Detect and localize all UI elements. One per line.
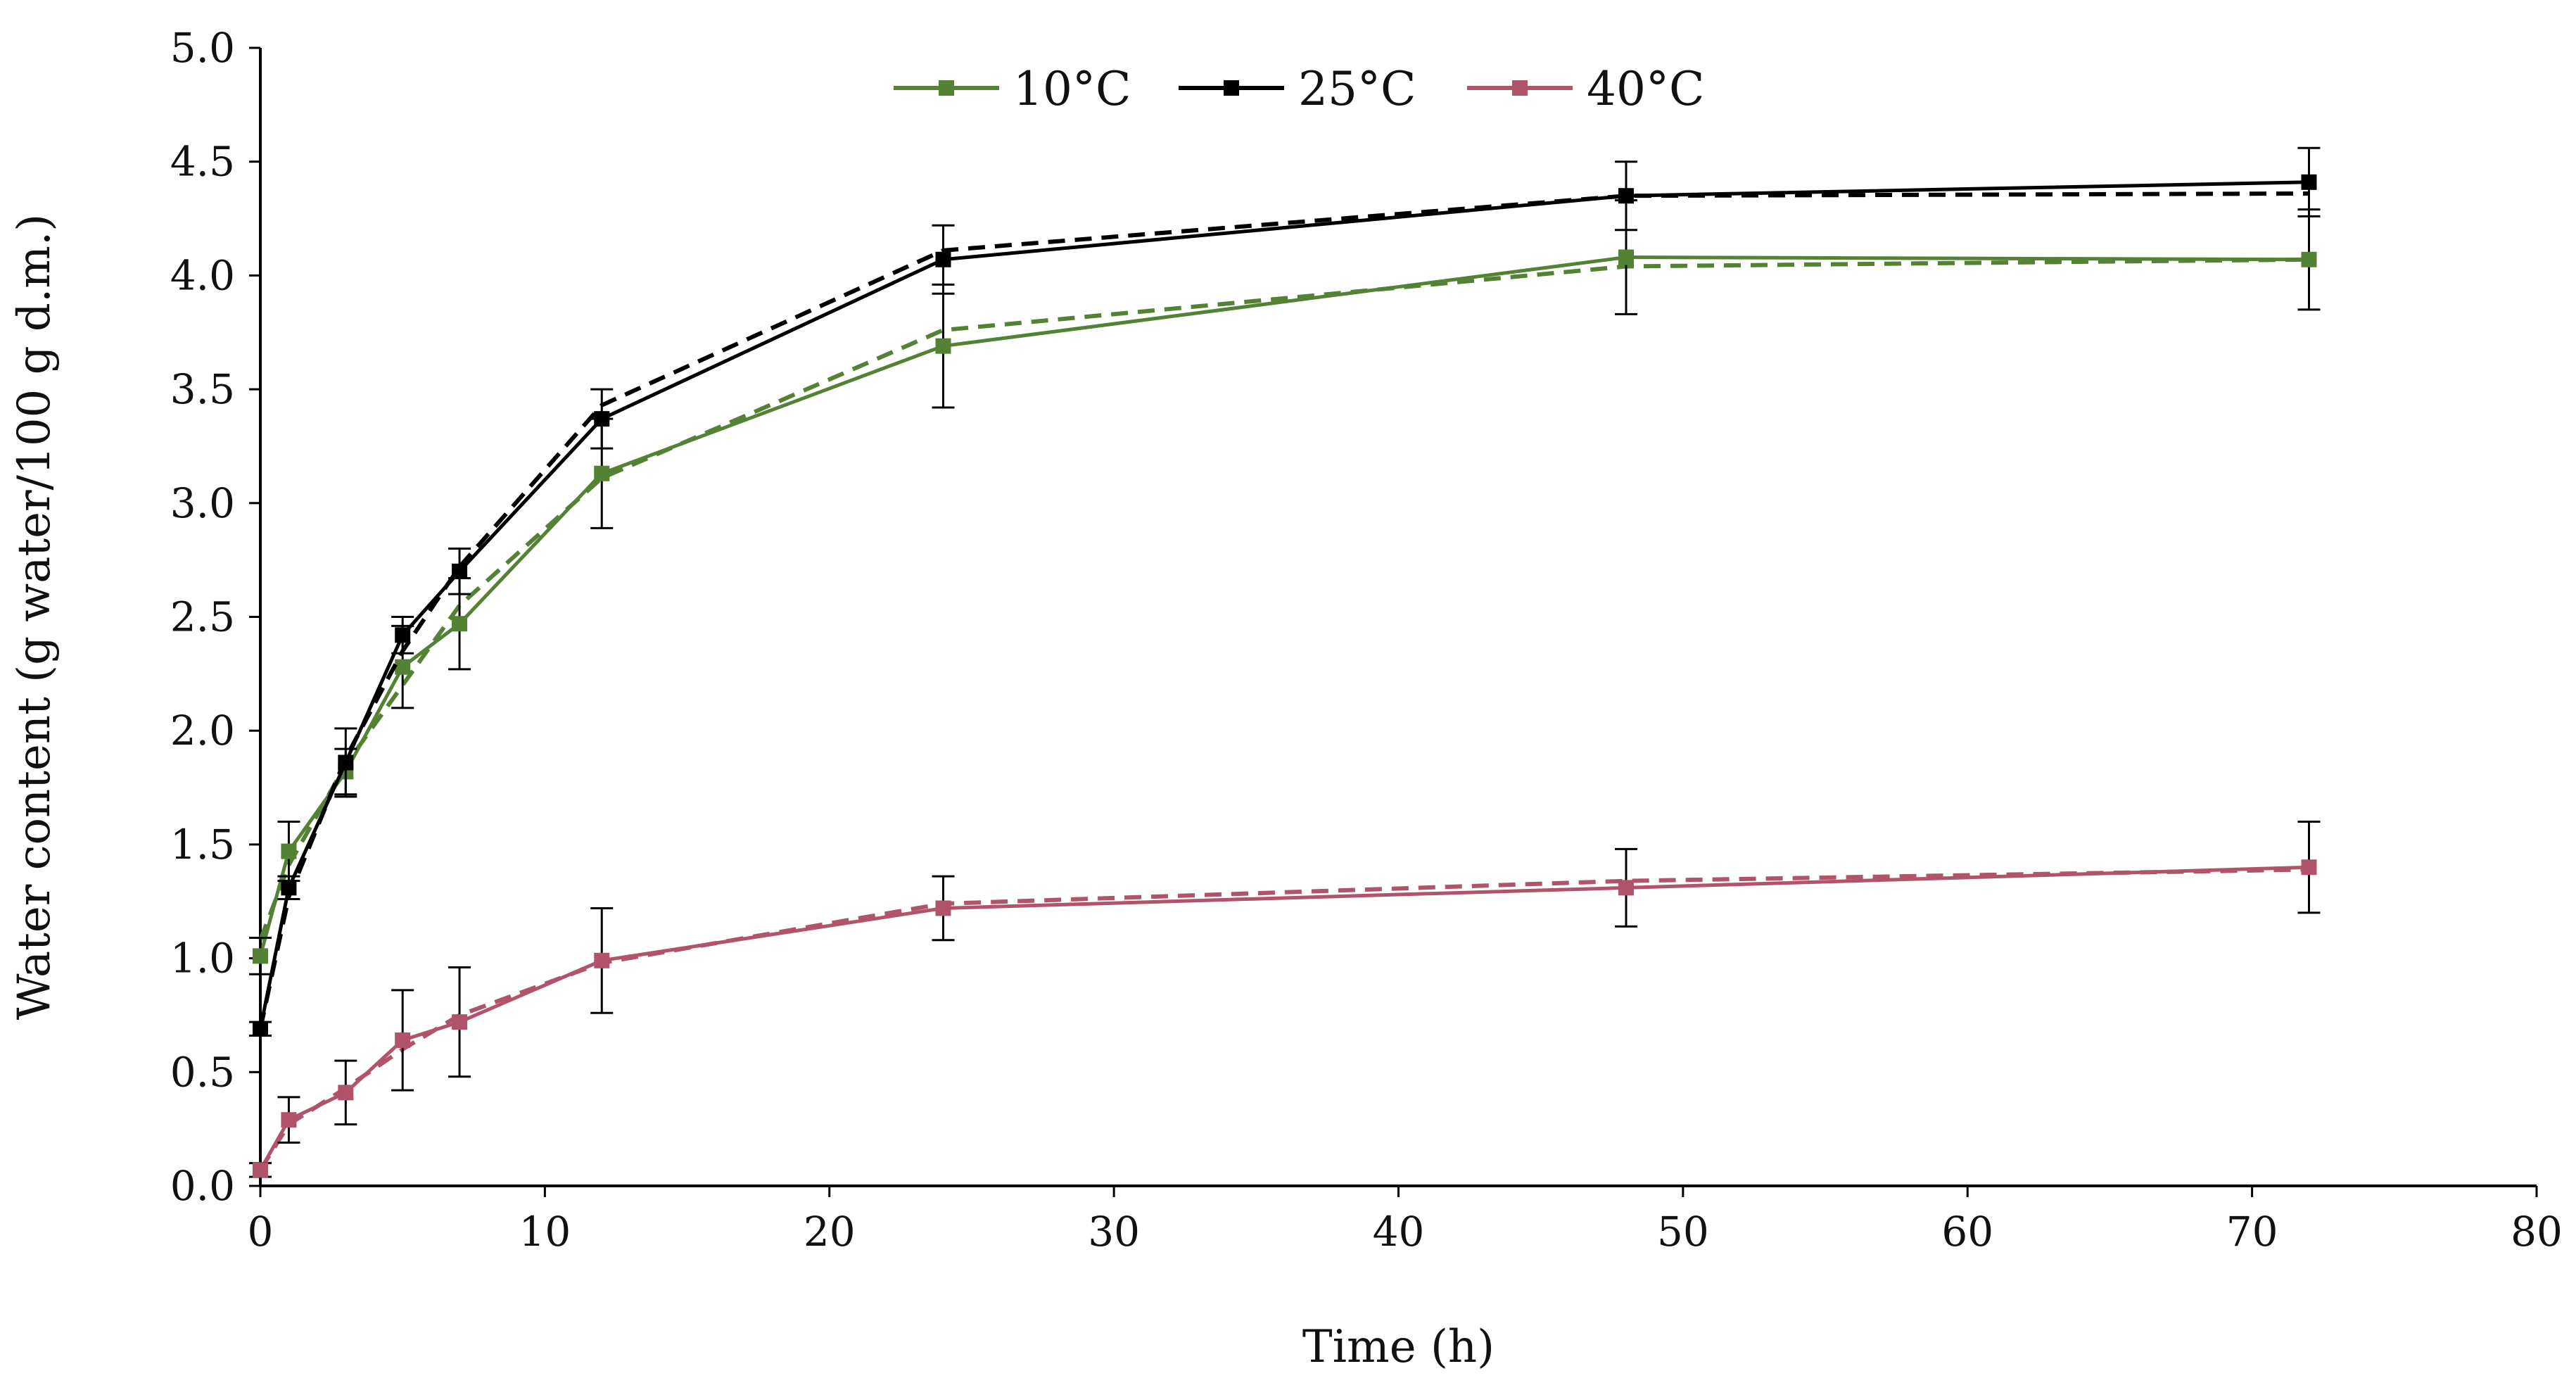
y-tick-label: 0.5 [170,1048,235,1096]
data-point [281,880,297,896]
series-2 [249,821,2321,1178]
fitted-line [258,191,2309,1030]
series-line [258,865,2309,1171]
data-point [281,843,297,859]
y-tick-label: 3.0 [170,479,235,527]
data-point [594,411,610,427]
data-point [452,1014,468,1030]
series-1 [249,146,2321,1037]
data-point [452,616,468,632]
legend-item-0: 10°C [894,62,1131,116]
y-tick-label: 3.5 [170,365,235,413]
x-axis-title: Time (h) [1302,1321,1495,1373]
x-tick-label: 40 [1373,1208,1425,1256]
data-point [1618,188,1634,204]
data-point [935,251,951,267]
data-point [253,948,268,964]
y-tick-label: 1.0 [170,935,235,983]
x-tick-label: 10 [519,1208,571,1256]
y-tick-label: 4.0 [170,251,235,299]
legend-item-1: 25°C [1179,62,1416,116]
x-tick-label: 0 [248,1208,274,1256]
data-point [1618,249,1634,265]
y-tick-label: 5.0 [170,24,235,72]
y-tick-label: 1.5 [170,821,235,868]
series-0 [249,199,2321,975]
legend-swatch-marker [1224,80,1239,96]
data-point [2301,859,2317,876]
data-point [338,1085,354,1101]
legend-label: 10°C [1013,62,1131,116]
y-tick-label: 4.5 [170,138,235,186]
y-axis-title: Water content (g water/100 g d.m.) [8,214,61,1020]
data-point [2301,251,2317,267]
fitted-line [258,867,2309,1171]
legend-label: 40°C [1587,62,1704,116]
series-line [258,255,2309,957]
legend-swatch-marker [1512,80,1528,96]
data-point [594,465,610,481]
data-point [1618,880,1634,896]
legend-item-2: 40°C [1467,62,1704,116]
x-tick-label: 20 [804,1208,856,1256]
data-point [281,1112,297,1128]
legend: 10°C 25°C 40°C [894,62,1704,116]
data-point [338,754,354,771]
axes: 0.0 0.5 1.0 1.5 2.0 2.5 3.0 3.5 4.0 4.5 5.0 0 10 20 30… [170,24,2563,1256]
data-point [253,1021,268,1037]
data-point [395,627,411,643]
x-tick-label: 80 [2511,1208,2563,1256]
data-point [253,1162,268,1178]
series-layer [249,146,2321,1178]
data-point [395,659,411,675]
y-tick-label: 0.0 [170,1162,235,1210]
legend-label: 25°C [1298,62,1416,116]
data-point [2301,174,2317,190]
x-tick-label: 70 [2226,1208,2278,1256]
x-tick-label: 50 [1657,1208,1709,1256]
data-point [452,563,468,579]
data-point [395,1032,411,1049]
y-tick-label: 2.0 [170,707,235,754]
series-line [258,180,2309,1030]
data-point [935,338,951,354]
x-tick-label: 30 [1088,1208,1140,1256]
y-tick-label: 2.5 [170,593,235,641]
data-point [594,952,610,968]
data-point [935,900,951,916]
fitted-line [258,257,2309,941]
x-tick-label: 60 [1941,1208,1993,1256]
legend-swatch-marker [939,80,954,96]
